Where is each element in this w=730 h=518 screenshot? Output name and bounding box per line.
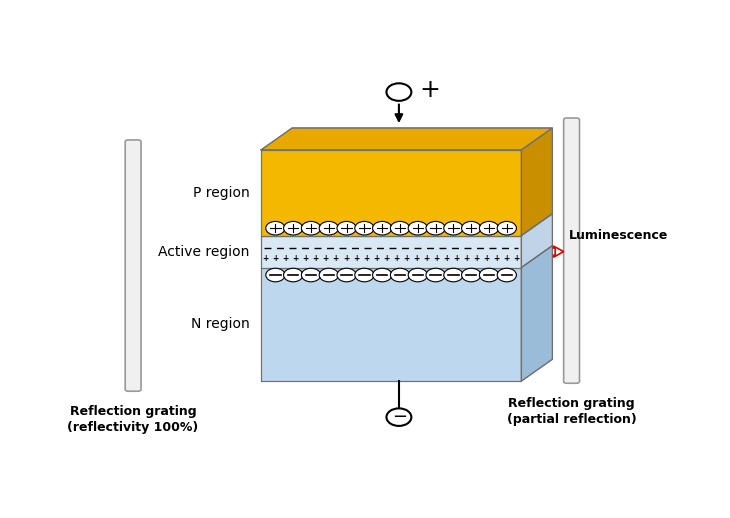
Text: +: +: [433, 254, 439, 263]
Polygon shape: [261, 268, 521, 381]
Circle shape: [266, 268, 285, 282]
Text: +: +: [262, 254, 269, 263]
Text: Reflection grating: Reflection grating: [70, 405, 196, 418]
Text: +: +: [483, 254, 490, 263]
Circle shape: [301, 268, 320, 282]
Text: +: +: [453, 254, 459, 263]
Text: (partial reflection): (partial reflection): [507, 413, 637, 426]
Text: +: +: [423, 254, 429, 263]
Text: Active region: Active region: [158, 244, 250, 258]
Circle shape: [391, 268, 410, 282]
FancyArrow shape: [553, 246, 564, 257]
Polygon shape: [261, 128, 553, 150]
Polygon shape: [261, 150, 521, 236]
Text: +: +: [312, 254, 319, 263]
Text: +: +: [293, 254, 299, 263]
Text: +: +: [333, 254, 339, 263]
Circle shape: [337, 268, 356, 282]
Text: P region: P region: [193, 186, 250, 200]
Text: +: +: [373, 254, 379, 263]
Polygon shape: [521, 246, 553, 268]
Text: Luminescence: Luminescence: [569, 228, 669, 241]
Text: +: +: [464, 254, 469, 263]
Text: +: +: [343, 254, 349, 263]
Text: (reflectivity 100%): (reflectivity 100%): [67, 421, 199, 434]
Circle shape: [480, 268, 499, 282]
Circle shape: [372, 221, 392, 235]
Text: +: +: [514, 254, 520, 263]
Circle shape: [301, 221, 320, 235]
Circle shape: [386, 83, 411, 101]
Text: +: +: [443, 254, 450, 263]
FancyBboxPatch shape: [126, 140, 141, 391]
Text: +: +: [302, 254, 309, 263]
Text: −: −: [393, 408, 407, 426]
Circle shape: [408, 221, 427, 235]
Circle shape: [337, 221, 356, 235]
Circle shape: [319, 221, 339, 235]
Circle shape: [266, 221, 285, 235]
Circle shape: [480, 221, 499, 235]
Text: +: +: [403, 254, 410, 263]
Text: +: +: [493, 254, 500, 263]
Circle shape: [461, 221, 481, 235]
Circle shape: [283, 268, 303, 282]
Circle shape: [426, 268, 445, 282]
Circle shape: [497, 268, 516, 282]
Text: +: +: [363, 254, 369, 263]
Circle shape: [355, 221, 374, 235]
Circle shape: [444, 268, 463, 282]
Circle shape: [386, 408, 411, 426]
Polygon shape: [521, 128, 553, 236]
Text: +: +: [473, 254, 480, 263]
Text: +: +: [504, 254, 510, 263]
Text: N region: N region: [191, 318, 250, 332]
Circle shape: [408, 268, 427, 282]
Text: +: +: [420, 78, 441, 102]
Circle shape: [391, 221, 410, 235]
FancyBboxPatch shape: [564, 118, 580, 383]
Circle shape: [319, 268, 339, 282]
Text: +: +: [353, 254, 359, 263]
Circle shape: [426, 221, 445, 235]
Circle shape: [497, 221, 516, 235]
Text: +: +: [383, 254, 389, 263]
Text: +: +: [413, 254, 419, 263]
Text: Reflection grating: Reflection grating: [508, 397, 635, 410]
Circle shape: [283, 221, 303, 235]
Polygon shape: [521, 246, 553, 381]
Text: +: +: [272, 254, 279, 263]
Polygon shape: [521, 214, 553, 268]
Circle shape: [444, 221, 463, 235]
Circle shape: [355, 268, 374, 282]
Text: +: +: [393, 254, 399, 263]
Text: +: +: [323, 254, 329, 263]
Polygon shape: [261, 236, 521, 268]
Circle shape: [461, 268, 481, 282]
Text: +: +: [283, 254, 289, 263]
Circle shape: [372, 268, 392, 282]
